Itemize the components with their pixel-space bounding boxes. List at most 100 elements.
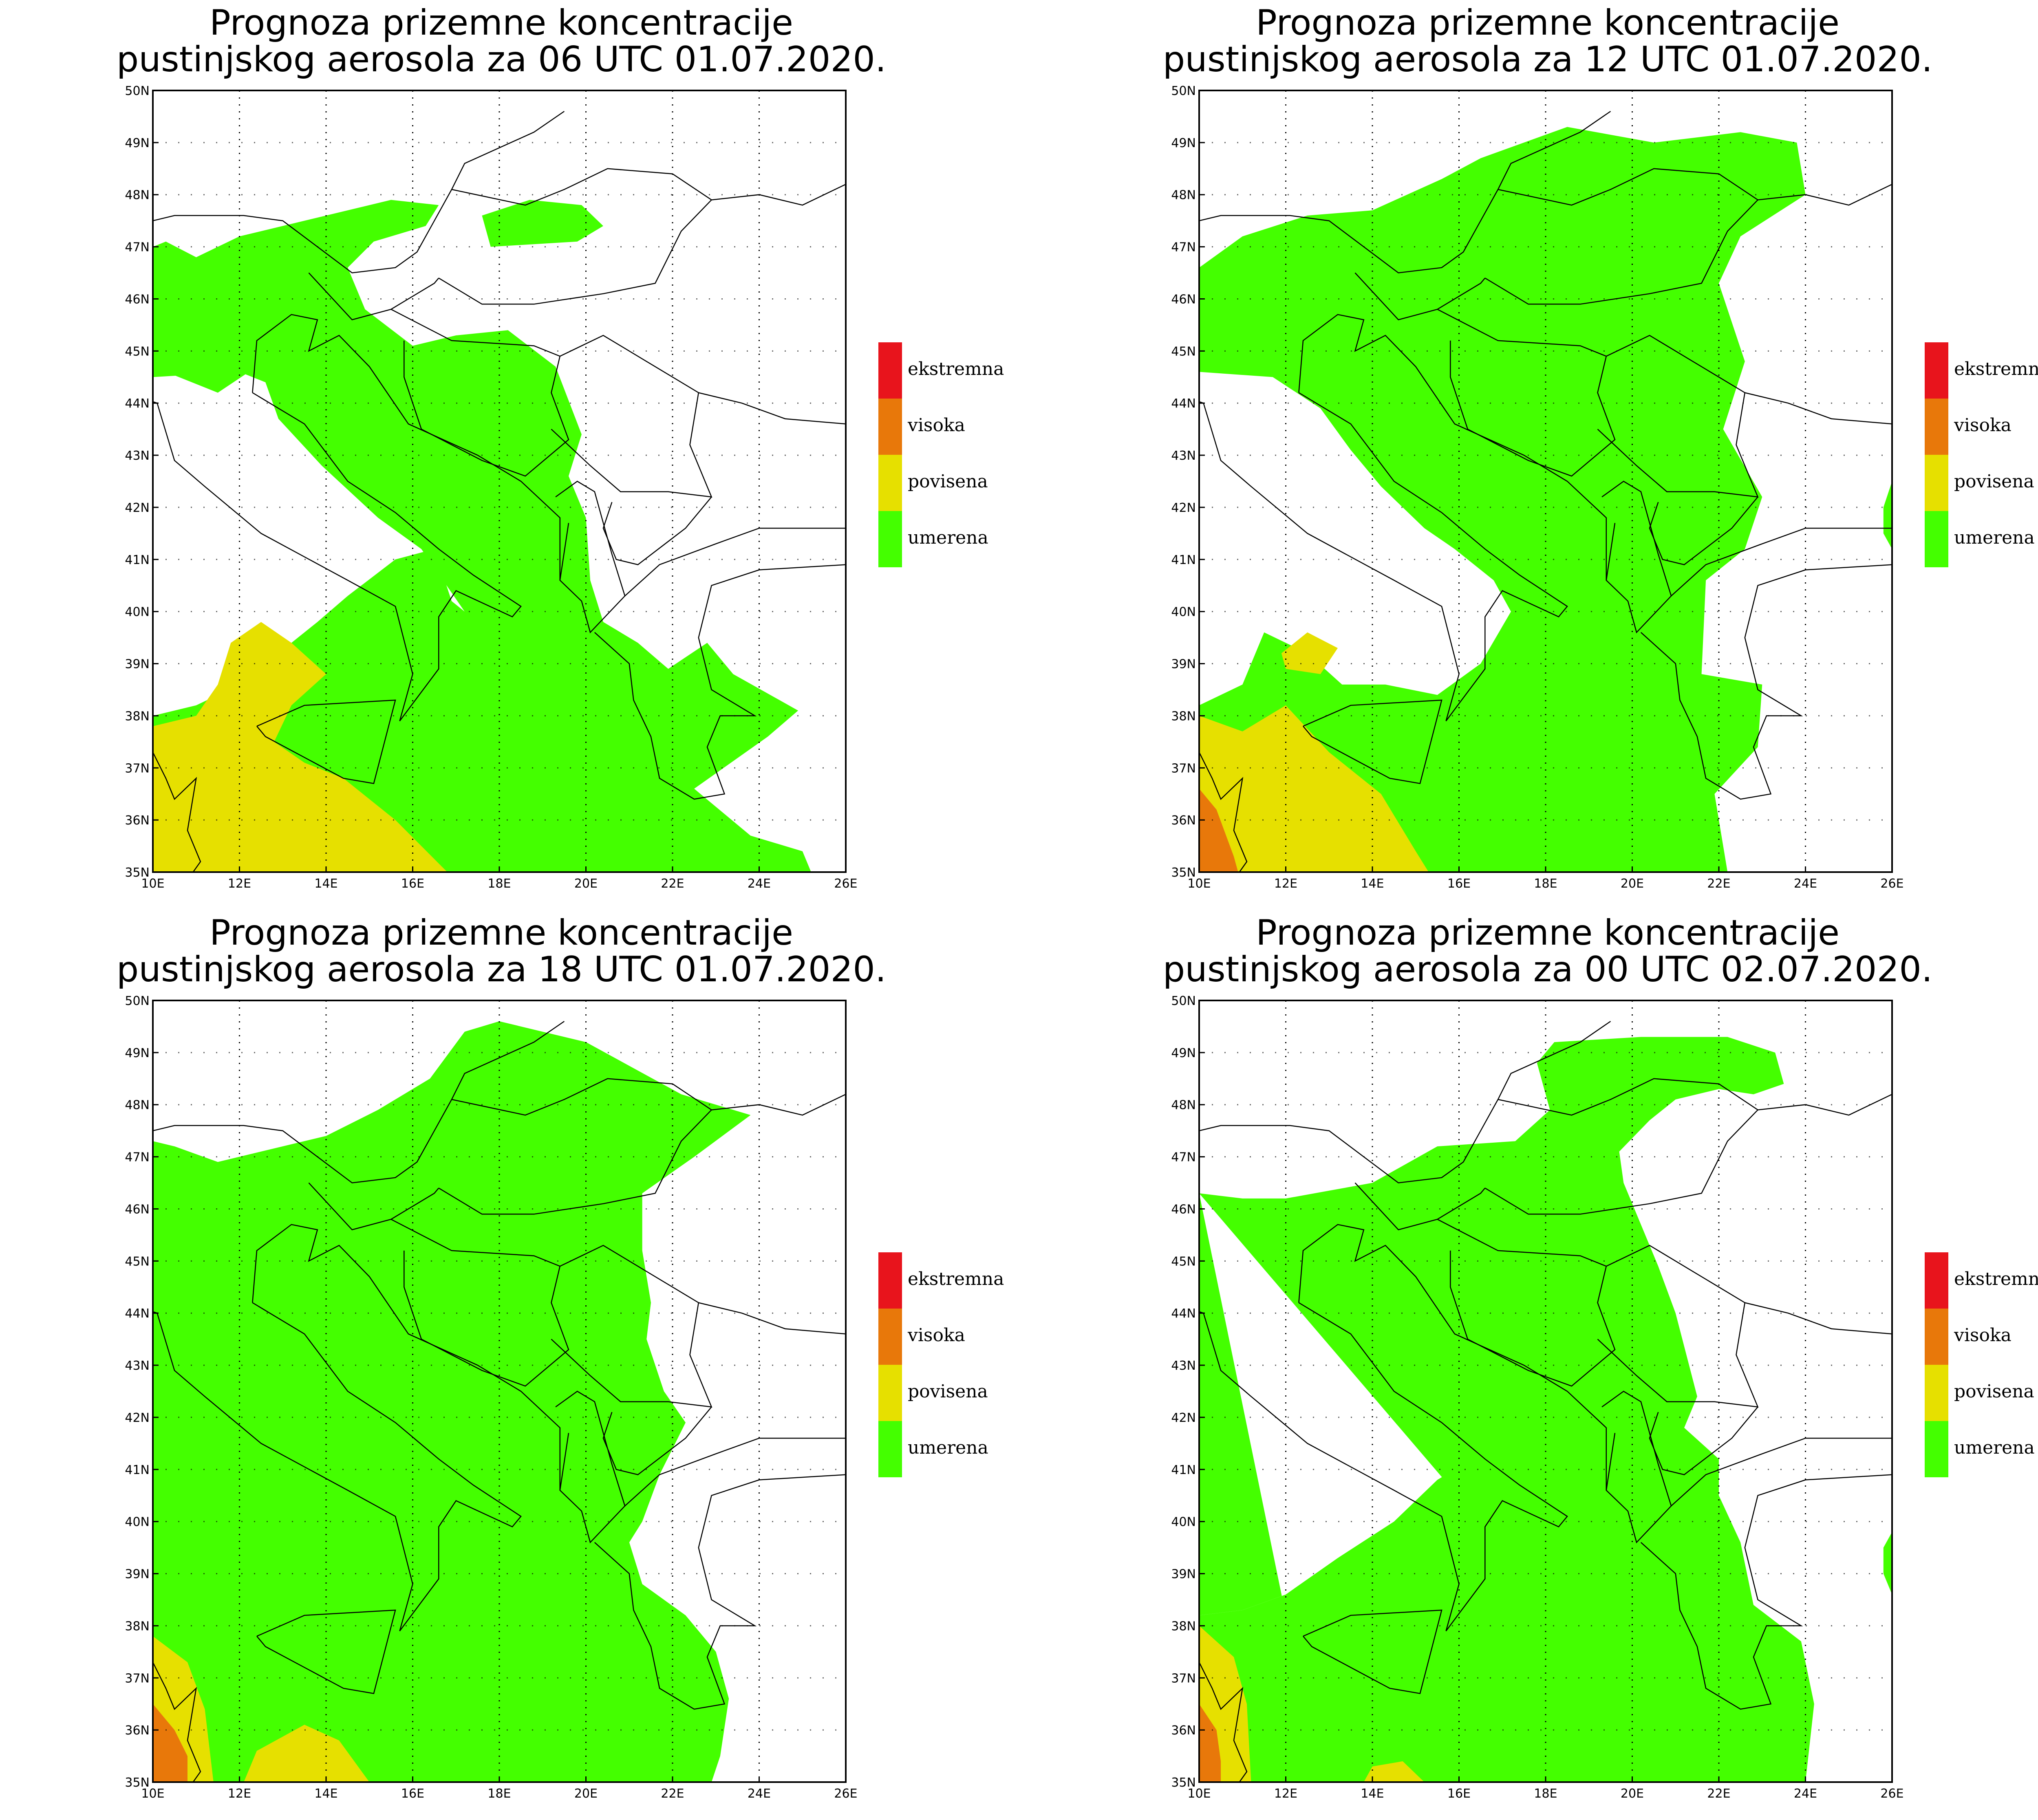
border-line (1745, 1302, 1892, 1335)
dust-region-povisena (153, 622, 448, 872)
lat-tick-label: 50N (125, 994, 150, 1008)
border-line (1758, 184, 1892, 206)
lon-tick-label: 24E (748, 1787, 771, 1801)
legend-swatch-povisena (878, 455, 902, 511)
lat-tick-label: 46N (125, 292, 150, 306)
lon-tick-label: 20E (1621, 877, 1644, 891)
border-line (698, 1302, 846, 1335)
border-line (1671, 1437, 1892, 1507)
dust-region-povisena (244, 1725, 370, 1782)
lon-tick-label: 22E (1707, 877, 1730, 891)
legend-label-povisena: povisena (908, 1381, 988, 1402)
lat-tick-label: 48N (125, 1098, 150, 1113)
lon-tick-label: 22E (1707, 1787, 1730, 1801)
lon-tick-label: 26E (834, 877, 857, 891)
lat-tick-label: 39N (125, 1567, 150, 1582)
border-line (1597, 335, 1759, 498)
dust-region-povisena (1363, 1761, 1425, 1782)
dust-region-visoka (153, 1704, 187, 1782)
legend-label-visoka: visoka (1954, 415, 2012, 436)
border-line (438, 1078, 712, 1215)
lat-tick-label: 48N (125, 188, 150, 203)
lat-tick-label: 43N (1171, 1359, 1196, 1373)
panel-title-line2: pustinjskog aerosola za 06 UTC 01.07.202… (117, 39, 887, 80)
dust-region-umerena (1199, 1193, 1515, 1652)
lon-tick-label: 20E (574, 1787, 598, 1801)
lat-tick-label: 37N (125, 761, 150, 776)
legend-label-ekstremna: ekstremna (908, 359, 1004, 379)
legend-swatch-visoka (878, 1309, 902, 1365)
lat-tick-label: 39N (125, 657, 150, 672)
lat-tick-label: 49N (125, 1046, 150, 1060)
lat-tick-label: 42N (1171, 501, 1196, 515)
border-line (1298, 314, 1607, 580)
legend-label-ekstremna: ekstremna (1954, 359, 2038, 379)
panel-title-line1: Prognoza prizemne koncentracije (210, 2, 793, 43)
lat-tick-label: 43N (1171, 449, 1196, 463)
map-panel-06utc: Prognoza prizemne koncentracije pustinjs… (0, 0, 1046, 910)
lat-tick-label: 49N (1171, 136, 1196, 150)
legend-swatch-ekstremna (1925, 342, 1948, 399)
legend-swatch-povisena (878, 1365, 902, 1421)
legend-swatch-povisena (1925, 1365, 1948, 1421)
map-layers (153, 90, 846, 872)
lat-tick-label: 44N (125, 397, 150, 411)
lon-tick-label: 24E (748, 877, 771, 891)
panel-title-line1: Prognoza prizemne koncentracije (210, 912, 793, 953)
map-layers (153, 1000, 846, 1782)
border-line (711, 1094, 846, 1116)
border-line (1484, 168, 1759, 305)
border-line (1199, 1021, 1611, 1183)
legend-label-umerena: umerena (1954, 527, 2035, 548)
lon-tick-label: 16E (401, 1787, 424, 1801)
lat-tick-label: 46N (125, 1202, 150, 1216)
lat-tick-label: 36N (1171, 1723, 1196, 1738)
legend-label-umerena: umerena (908, 527, 988, 548)
legend-label-visoka: visoka (907, 1325, 965, 1346)
border-line (711, 184, 846, 206)
border-line (1199, 1662, 1248, 1782)
border-line (1199, 392, 1568, 721)
map-svg: Prognoza prizemne koncentracije pustinjs… (1163, 912, 2038, 1801)
border-line (602, 496, 712, 565)
lat-tick-label: 50N (1171, 84, 1196, 98)
dust-region-umerena (1199, 127, 1806, 872)
panel-title-line1: Prognoza prizemne koncentracije (1256, 2, 1839, 43)
border-line (551, 335, 712, 498)
border-line (153, 1021, 565, 1183)
lat-tick-label: 40N (125, 1515, 150, 1529)
lon-tick-label: 12E (1274, 877, 1297, 891)
lat-tick-label: 44N (1171, 397, 1196, 411)
border-line (153, 111, 565, 273)
dust-region-visoka (1199, 1704, 1221, 1782)
lon-tick-label: 12E (1274, 1787, 1297, 1801)
lon-tick-label: 10E (1187, 1787, 1211, 1801)
lat-tick-label: 39N (1171, 657, 1196, 672)
lon-tick-label: 24E (1794, 1787, 1817, 1801)
border-line (1298, 1224, 1607, 1490)
lat-tick-label: 42N (125, 1411, 150, 1425)
border-line (256, 1609, 396, 1694)
lat-tick-label: 49N (125, 136, 150, 150)
border-line (1671, 527, 1892, 597)
legend-swatch-umerena (1925, 511, 1948, 567)
lon-tick-label: 26E (1880, 877, 1903, 891)
lat-tick-label: 38N (1171, 709, 1196, 723)
border-line (153, 392, 522, 721)
panel-title-line2: pustinjskog aerosola za 12 UTC 01.07.202… (1163, 39, 1933, 80)
lon-tick-label: 16E (401, 877, 424, 891)
border-line (1199, 1302, 1568, 1631)
map-svg: Prognoza prizemne koncentracije pustinjs… (1163, 2, 2038, 891)
lat-tick-label: 35N (1171, 1776, 1196, 1790)
lat-tick-label: 40N (1171, 1515, 1196, 1529)
lon-tick-label: 16E (1447, 1787, 1471, 1801)
lon-tick-label: 20E (1621, 1787, 1644, 1801)
dust-region-visoka (1199, 789, 1238, 872)
legend-swatch-umerena (1925, 1421, 1948, 1477)
lon-tick-label: 10E (141, 1787, 164, 1801)
dust-region-povisena (1281, 632, 1338, 674)
border-line (1640, 564, 1892, 800)
lat-tick-label: 35N (125, 866, 150, 880)
map-svg: Prognoza prizemne koncentracije pustinjs… (117, 2, 1004, 891)
lon-tick-label: 10E (141, 877, 164, 891)
